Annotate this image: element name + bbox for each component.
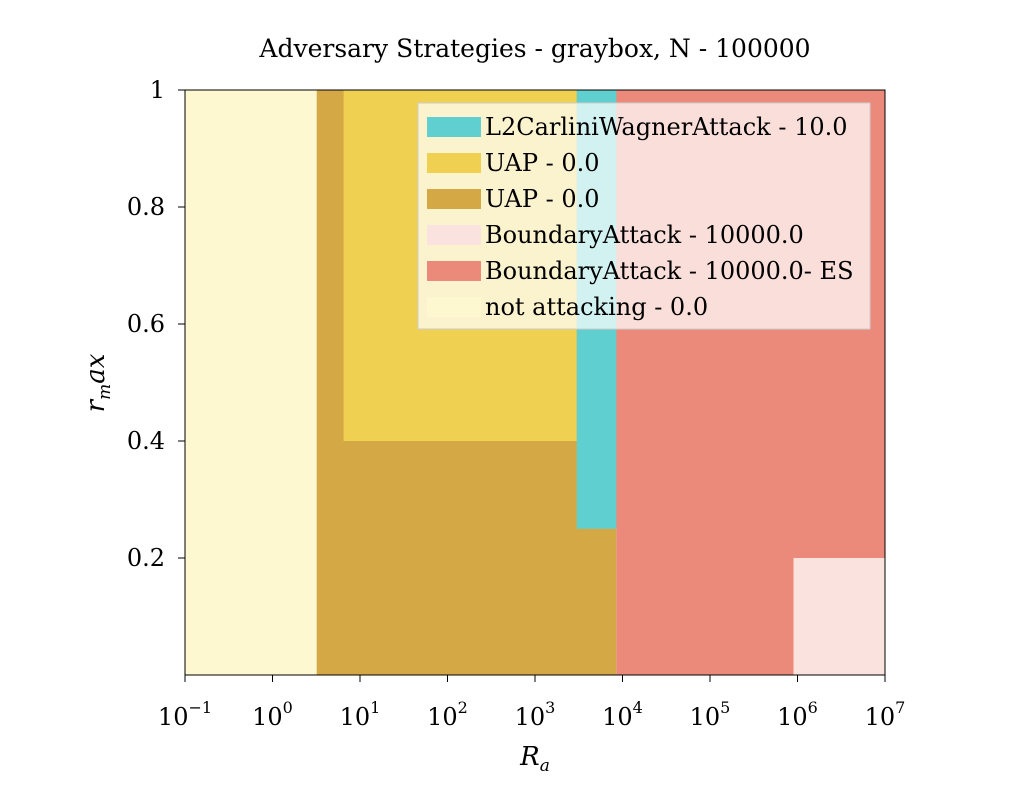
legend-swatch	[427, 189, 481, 209]
legend-label: not attacking - 0.0	[485, 293, 708, 321]
x-tick-label: 102	[427, 698, 468, 731]
y-tick-label: 0.4	[127, 427, 165, 455]
x-tick-label: 100	[252, 698, 293, 731]
axes: 10−1 100 101 102 103 104 105 106 107 0.2 0.4 0.6 0.8…	[127, 76, 906, 731]
legend-box	[417, 102, 871, 330]
legend: L2CarliniWagnerAttack - 10.0 UAP - 0.0 UAP…	[417, 102, 871, 330]
chart-title: Adversary Strategies - graybox, N - 1000…	[258, 34, 810, 63]
legend-swatch	[427, 225, 481, 245]
y-axis-label: rmax	[81, 353, 115, 412]
y-tick-label: 1	[150, 76, 165, 104]
legend-label: UAP - 0.0	[485, 185, 600, 213]
y-tick-label: 0.6	[127, 310, 165, 338]
legend-swatch	[427, 261, 481, 281]
x-tick-label: 104	[602, 698, 643, 731]
x-tick-label: 10−1	[158, 698, 212, 731]
x-tick-label: 107	[865, 698, 906, 731]
legend-swatch	[427, 297, 481, 317]
legend-label: BoundaryAttack - 10000.0- ES	[485, 257, 854, 285]
legend-label: L2CarliniWagnerAttack - 10.0	[485, 113, 848, 141]
legend-label: BoundaryAttack - 10000.0	[485, 221, 804, 249]
x-tick-label: 105	[690, 698, 731, 731]
legend-label: UAP - 0.0	[485, 149, 600, 177]
x-tick-label: 101	[340, 698, 381, 731]
legend-swatch	[427, 117, 481, 137]
legend-swatch	[427, 153, 481, 173]
x-tick-label: 106	[777, 698, 818, 731]
x-axis-label: Ra	[519, 742, 550, 776]
y-tick-label: 0.8	[127, 193, 165, 221]
x-tick-label: 103	[515, 698, 556, 731]
region-5	[793, 558, 885, 675]
y-tick-label: 0.2	[127, 544, 165, 572]
